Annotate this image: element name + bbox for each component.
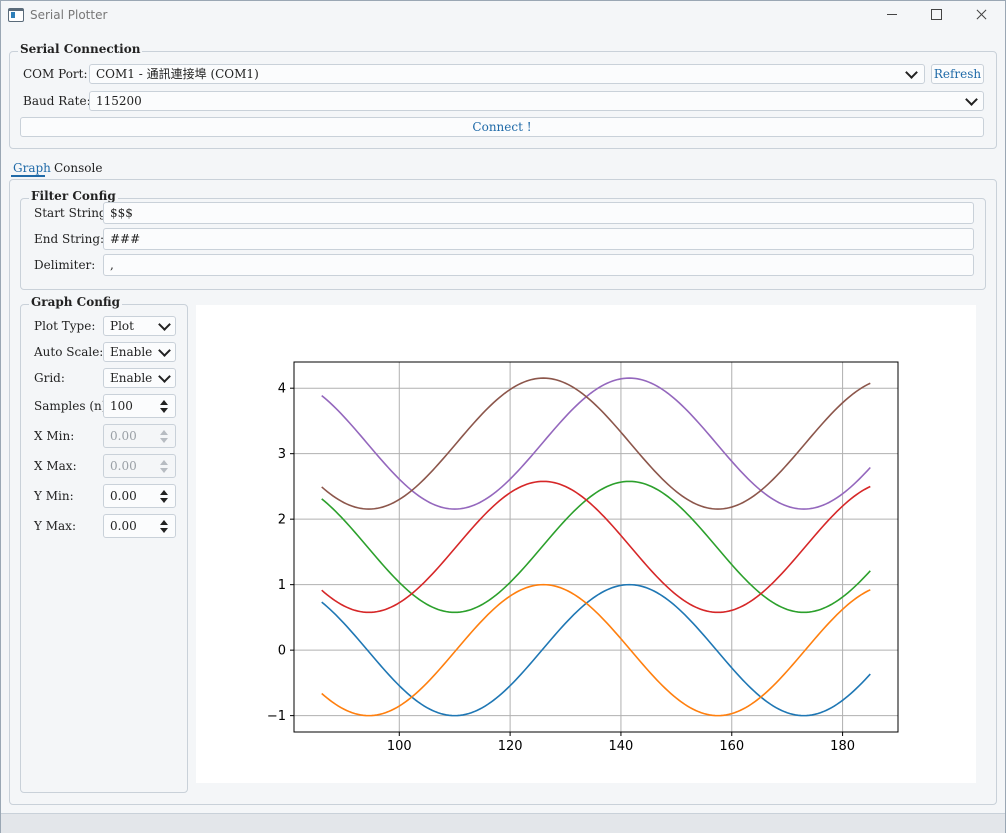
- com-port-label: COM Port:: [23, 67, 88, 81]
- spin-down-icon: [160, 468, 168, 473]
- y-tick-label: 0: [278, 644, 286, 659]
- app-icon: [8, 8, 24, 22]
- baud-rate-label: Baud Rate:: [23, 94, 91, 108]
- close-button[interactable]: [957, 1, 1003, 31]
- maximize-button[interactable]: [911, 1, 957, 31]
- tab-console[interactable]: Console: [54, 161, 103, 175]
- series-line-4: [321, 480, 871, 614]
- samples-value: 100: [110, 399, 133, 413]
- com-port-select[interactable]: COM1 - 通訊連接埠 (COM1): [89, 64, 925, 84]
- chevron-down-icon: [158, 344, 171, 357]
- y-max-label: Y Max:: [34, 519, 76, 533]
- spin-down-icon[interactable]: [160, 498, 168, 503]
- spin-down-icon: [160, 438, 168, 443]
- plot-type-value: Plot: [110, 319, 134, 333]
- y-max-spinbox[interactable]: 0.00: [103, 514, 176, 538]
- serial-connection-title: Serial Connection: [18, 42, 143, 56]
- tab-graph[interactable]: Graph: [13, 161, 51, 175]
- y-tick-label: 3: [278, 447, 286, 462]
- spin-down-icon[interactable]: [160, 408, 168, 413]
- connect-button[interactable]: Connect !: [20, 117, 984, 137]
- end-string-input[interactable]: ###: [103, 228, 974, 250]
- x-tick-label: 180: [830, 739, 855, 754]
- x-max-label: X Max:: [34, 459, 77, 473]
- graph-config-title: Graph Config: [29, 295, 123, 309]
- refresh-button[interactable]: Refresh: [931, 64, 984, 84]
- samples-label: Samples (n):: [34, 399, 111, 413]
- plot-type-label: Plot Type:: [34, 319, 96, 333]
- auto-scale-value: Enable: [110, 345, 153, 359]
- series-line-5: [321, 377, 871, 510]
- x-max-value: 0.00: [110, 459, 137, 473]
- end-string-label: End String:: [34, 232, 105, 246]
- series-line-2: [321, 583, 871, 717]
- baud-rate-value: 115200: [96, 94, 142, 108]
- auto-scale-select[interactable]: Enable: [103, 342, 176, 362]
- y-max-value: 0.00: [110, 519, 137, 533]
- plot-type-select[interactable]: Plot: [103, 316, 176, 336]
- series-line-1: [321, 583, 871, 717]
- series-line-3: [321, 480, 871, 614]
- start-string-label: Start String:: [34, 206, 111, 220]
- x-tick-label: 140: [609, 739, 634, 754]
- spin-up-icon[interactable]: [160, 400, 168, 405]
- title-bar[interactable]: Serial Plotter: [1, 1, 1005, 31]
- x-min-value: 0.00: [110, 429, 137, 443]
- start-string-input[interactable]: $$$: [103, 202, 974, 224]
- y-tick-label: 4: [278, 382, 286, 397]
- active-tab-indicator: [11, 175, 45, 177]
- chevron-down-icon: [158, 318, 171, 331]
- plot-canvas[interactable]: 100 120 140 160 180 −1 0 1 2 3 4: [196, 305, 976, 783]
- spin-up-icon: [160, 430, 168, 435]
- delimiter-input[interactable]: ,: [103, 254, 974, 276]
- window-title: Serial Plotter: [30, 8, 108, 22]
- delimiter-label: Delimiter:: [34, 258, 96, 272]
- spin-up-icon[interactable]: [160, 490, 168, 495]
- samples-spinbox[interactable]: 100: [103, 394, 176, 418]
- series-line-6: [321, 377, 871, 510]
- filter-config-title: Filter Config: [29, 189, 118, 203]
- y-tick-label: 2: [278, 513, 286, 528]
- spin-down-icon[interactable]: [160, 528, 168, 533]
- y-min-value: 0.00: [110, 489, 137, 503]
- x-tick-label: 100: [387, 739, 412, 754]
- spin-up-icon[interactable]: [160, 520, 168, 525]
- grid-label: Grid:: [34, 371, 65, 385]
- chevron-down-icon: [158, 370, 171, 383]
- grid-value: Enable: [110, 371, 153, 385]
- auto-scale-label: Auto Scale:: [34, 345, 104, 359]
- com-port-value: COM1 - 通訊連接埠 (COM1): [96, 67, 259, 81]
- line-chart: 100 120 140 160 180 −1 0 1 2 3 4: [267, 361, 899, 754]
- x-tick-label: 160: [719, 739, 744, 754]
- x-min-spinbox[interactable]: 0.00: [103, 424, 176, 448]
- chevron-down-icon: [905, 66, 918, 79]
- x-tick-label: 120: [498, 739, 523, 754]
- grid-select[interactable]: Enable: [103, 368, 176, 388]
- axes-frame: [293, 361, 899, 733]
- status-bar: [1, 813, 1005, 833]
- y-min-spinbox[interactable]: 0.00: [103, 484, 176, 508]
- y-tick-label: 1: [278, 578, 286, 593]
- spin-up-icon: [160, 460, 168, 465]
- x-max-spinbox[interactable]: 0.00: [103, 454, 176, 478]
- y-min-label: Y Min:: [34, 489, 74, 503]
- minimize-button[interactable]: [865, 1, 911, 31]
- y-tick-label: −1: [267, 709, 286, 724]
- chevron-down-icon: [965, 93, 978, 106]
- baud-rate-select[interactable]: 115200: [89, 91, 984, 111]
- x-min-label: X Min:: [34, 429, 75, 443]
